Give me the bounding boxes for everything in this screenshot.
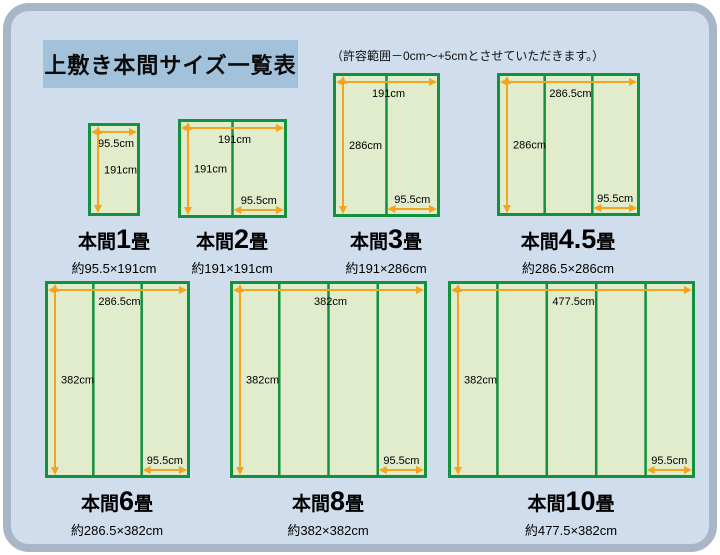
height-arrow: 286cm	[339, 76, 382, 214]
mat-rect	[45, 281, 190, 478]
diagram-label-6jo: 本間6畳 約286.5×382cm	[7, 486, 227, 539]
diagram-name: 本間1畳	[77, 224, 151, 254]
width-dimension-label: 191cm	[218, 134, 251, 146]
diagram-size: 約286.5×382cm	[70, 523, 164, 538]
mat-diagram-1jo: 95.5cm 191cm	[88, 123, 140, 216]
diagram-size: 約286.5×286cm	[521, 261, 615, 276]
diagram-name: 本間10畳	[527, 486, 615, 516]
panel-width-arrow: 95.5cm	[646, 455, 692, 474]
width-dimension-label: 477.5cm	[552, 296, 594, 308]
panel-width-arrow: 95.5cm	[387, 194, 437, 213]
tolerance-note: （許容範囲－0cm～+5cmとさせていただきます。）	[331, 49, 605, 63]
diagram-label-3jo: 本間3畳 約191×286cm	[276, 224, 496, 277]
diagram-size: 約191×191cm	[191, 261, 273, 276]
height-dimension-label: 286cm	[513, 140, 546, 152]
height-dimension-label: 191cm	[194, 164, 227, 176]
height-dimension-label: 382cm	[464, 375, 497, 387]
width-arrow: 477.5cm	[451, 286, 692, 308]
mat-diagram-3jo: 191cm 286cm 95.5cm	[333, 73, 440, 217]
mat-rect	[448, 281, 695, 478]
diagram-label-1jo: 本間1畳 約95.5×191cm	[4, 224, 224, 277]
height-dimension-label: 286cm	[349, 140, 382, 152]
diagram-name: 本間8畳	[291, 486, 365, 516]
diagram-name: 本間3畳	[349, 224, 423, 254]
mat-diagram-8jo: 382cm 382cm 95.5cm	[230, 281, 427, 478]
diagram-label-8jo: 本間8畳 約382×382cm	[218, 486, 438, 539]
panel-width-arrow: 95.5cm	[142, 455, 187, 474]
page-title: 上敷き本間サイズ一覧表	[43, 40, 298, 88]
panel-width-arrow: 95.5cm	[378, 455, 424, 474]
mat-diagram-6jo: 286.5cm 382cm 95.5cm	[45, 281, 190, 478]
diagram-size: 約95.5×191cm	[71, 261, 157, 276]
panel-width-arrow: 95.5cm	[233, 195, 284, 214]
diagram-label-10jo: 本間10畳 約477.5×382cm	[461, 486, 681, 539]
panel-width-dimension-label: 95.5cm	[394, 194, 430, 206]
diagram-size: 約382×382cm	[287, 523, 369, 538]
mat-rect	[497, 73, 640, 216]
panel-width-dimension-label: 95.5cm	[147, 455, 183, 467]
diagram-label-4-5jo: 本間4.5畳 約286.5×286cm	[458, 224, 678, 277]
mat-diagram-4.5jo: 286.5cm 286cm 95.5cm	[497, 73, 640, 216]
width-arrow: 191cm	[336, 78, 437, 100]
mat-diagram-2jo: 191cm 191cm 95.5cm	[178, 119, 287, 218]
height-arrow: 191cm	[94, 126, 137, 213]
height-arrow: 286cm	[503, 76, 546, 213]
panel-width-dimension-label: 95.5cm	[651, 455, 687, 467]
width-dimension-label: 95.5cm	[98, 138, 134, 150]
width-dimension-label: 286.5cm	[549, 88, 591, 100]
width-dimension-label: 286.5cm	[98, 296, 140, 308]
panel-width-dimension-label: 95.5cm	[241, 195, 277, 207]
height-arrow: 382cm	[51, 284, 94, 475]
width-dimension-label: 191cm	[372, 88, 405, 100]
diagram-name: 本間4.5畳	[520, 224, 616, 254]
panel-width-dimension-label: 95.5cm	[383, 455, 419, 467]
diagram-name: 本間2畳	[195, 224, 269, 254]
panel-width-arrow: 95.5cm	[593, 193, 637, 212]
diagram-name: 本間6畳	[80, 486, 154, 516]
mat-diagram-10jo: 477.5cm 382cm 95.5cm	[448, 281, 695, 478]
page-title-text: 上敷き本間サイズ一覧表	[44, 53, 297, 78]
height-dimension-label: 382cm	[246, 375, 279, 387]
height-arrow: 382cm	[236, 284, 279, 475]
diagram-size: 約191×286cm	[345, 261, 427, 276]
height-arrow: 191cm	[184, 122, 227, 215]
height-dimension-label: 191cm	[104, 165, 137, 177]
height-arrow: 382cm	[454, 284, 497, 475]
panel-width-dimension-label: 95.5cm	[597, 193, 633, 205]
height-dimension-label: 382cm	[61, 375, 94, 387]
diagram-size: 約477.5×382cm	[524, 523, 618, 538]
width-dimension-label: 382cm	[314, 296, 347, 308]
diagram-label-2jo: 本間2畳 約191×191cm	[122, 224, 342, 277]
